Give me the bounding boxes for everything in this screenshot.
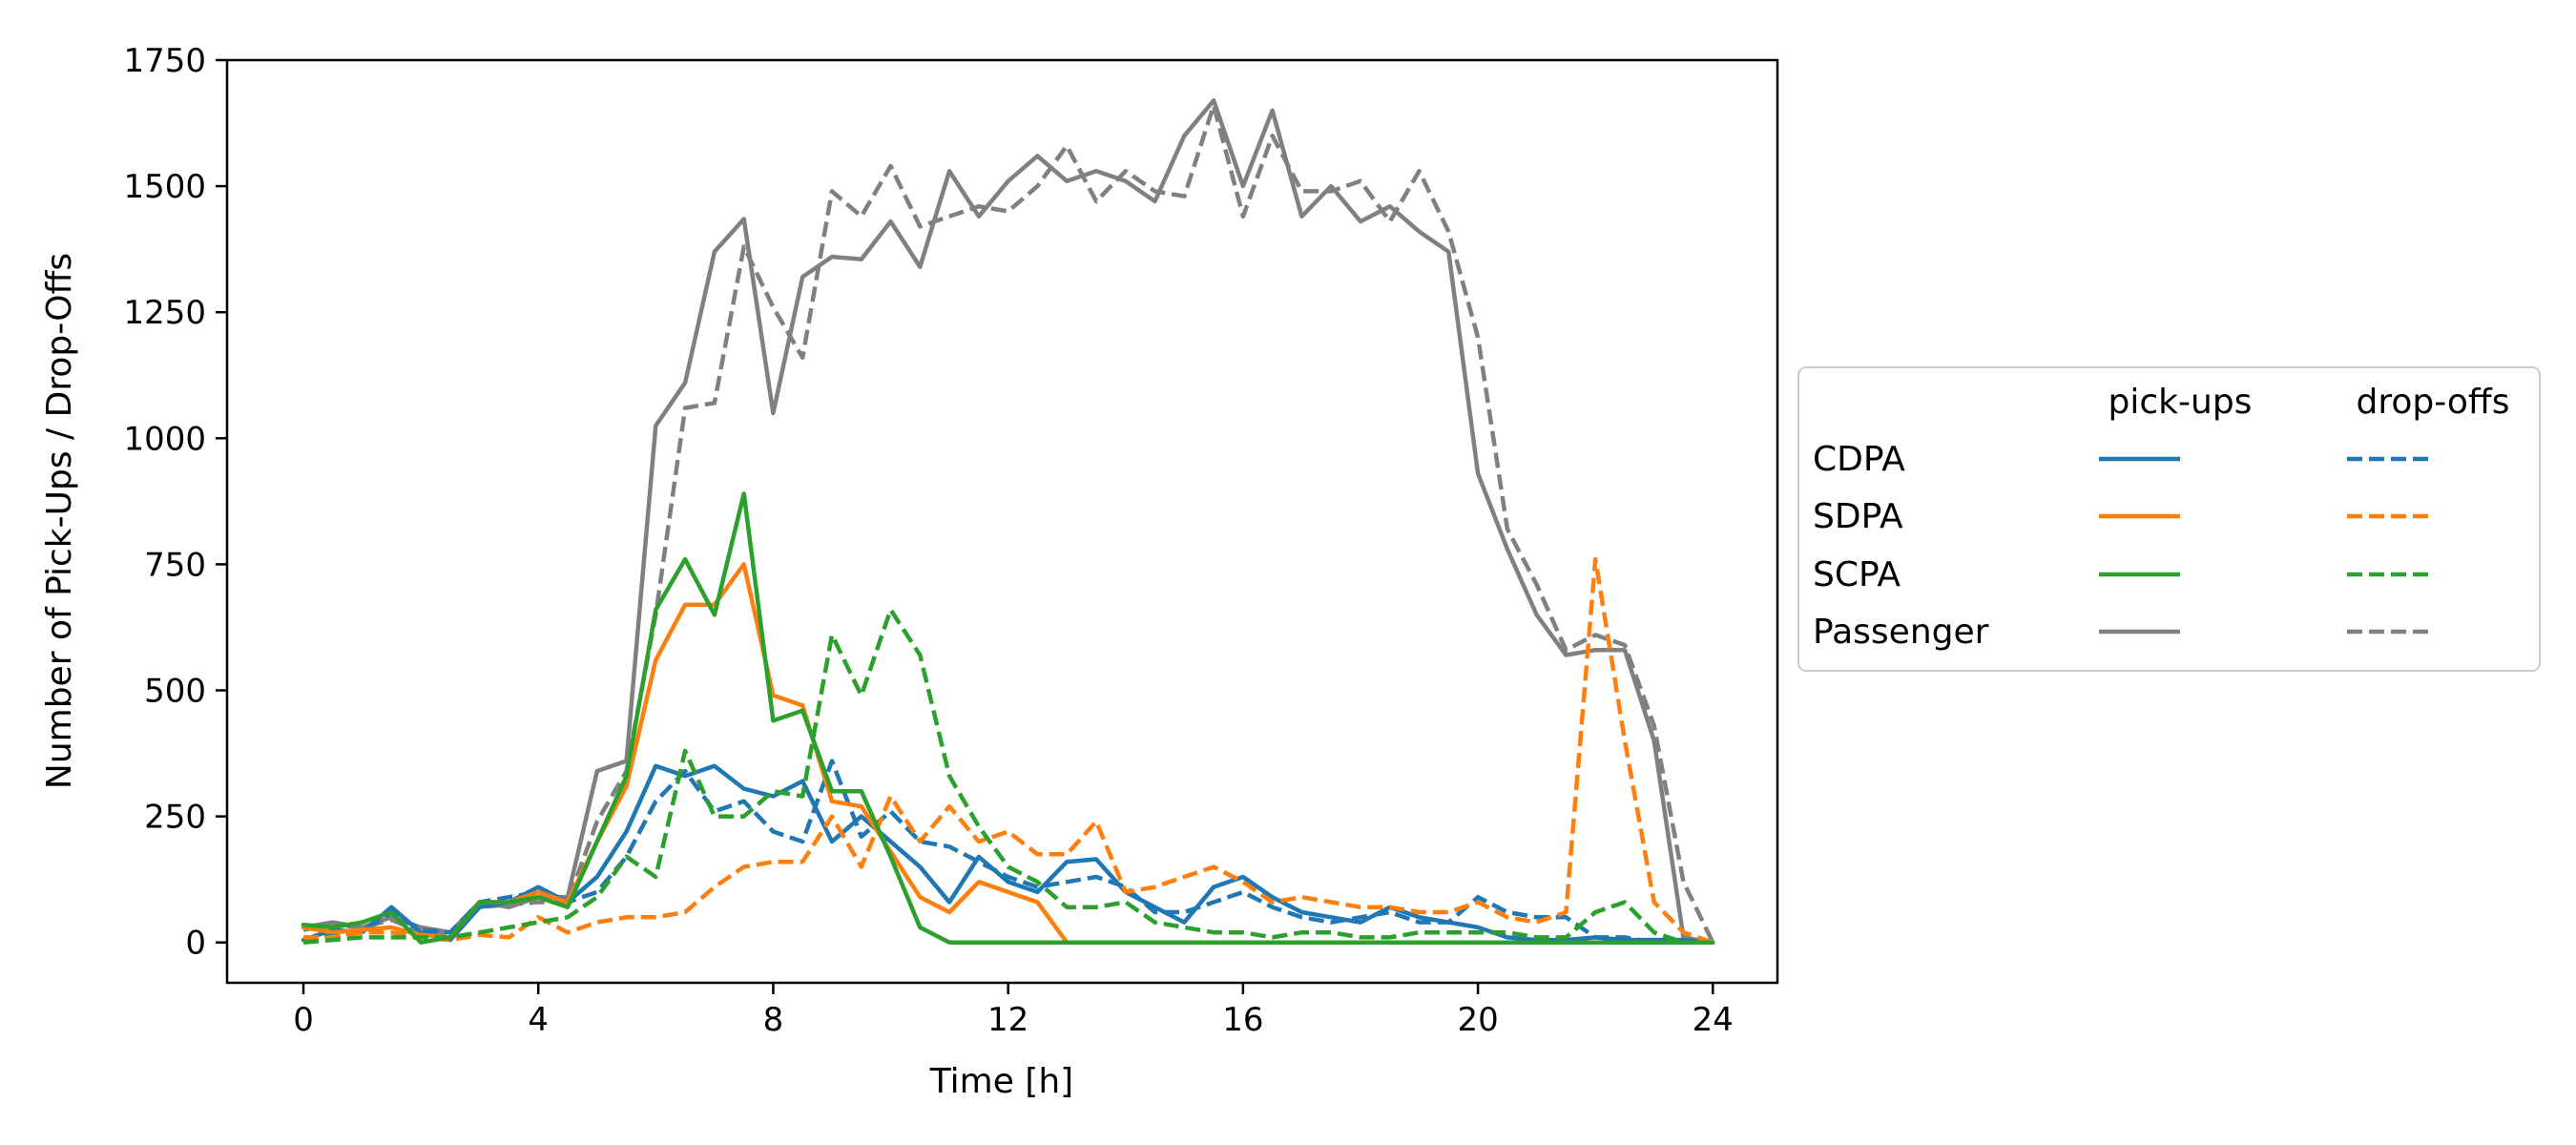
y-tick-label: 1500 (123, 168, 206, 206)
series-layer (301, 98, 1715, 945)
x-tick-label: 20 (1457, 1001, 1498, 1039)
y-tick-label: 1250 (123, 294, 206, 332)
y-axis: 0 250 500 750 1000 1250 1500 1750 (123, 42, 227, 963)
y-tick-label: 1000 (123, 420, 206, 458)
plot-area (225, 58, 1779, 985)
x-tick-label: 8 (763, 1001, 784, 1039)
plot-frame (225, 58, 1779, 985)
x-axis: 0 4 8 12 16 20 24 (293, 983, 1734, 1039)
series-sdpa-drop-offs (303, 556, 1714, 945)
series-passenger-pick-ups (301, 98, 1715, 945)
legend-label-scpa: SCPA (1813, 555, 1901, 594)
legend-header-pickups: pick-ups (2109, 383, 2253, 422)
y-tick-label: 750 (144, 546, 206, 584)
y-axis-title: Number of Pick-Ups / Drop-Offs (40, 253, 79, 789)
series-passenger-drop-offs (302, 103, 1715, 944)
legend: pick-ups drop-offs CDPA SDPA SCPA Passenger (1797, 366, 2541, 672)
x-tick-label: 16 (1222, 1001, 1263, 1039)
x-axis-title: Time [h] (929, 1062, 1073, 1101)
legend-box (1797, 366, 2541, 672)
x-tick-label: 12 (987, 1001, 1028, 1039)
series-scpa-pick-ups (301, 491, 1715, 945)
y-tick-label: 1750 (123, 42, 206, 80)
y-tick-label: 250 (144, 799, 206, 837)
x-tick-label: 0 (293, 1001, 314, 1039)
legend-label-passenger: Passenger (1813, 613, 1989, 652)
x-tick-label: 4 (528, 1001, 549, 1039)
legend-rows: CDPA SDPA SCPA Passenger (1813, 440, 2428, 652)
series-scpa-drop-offs (302, 607, 1714, 945)
x-tick-label: 24 (1693, 1001, 1734, 1039)
legend-header-dropoffs: drop-offs (2357, 383, 2510, 422)
series-cdpa-pick-ups (301, 763, 1715, 945)
series-cdpa-drop-offs (302, 759, 1714, 945)
y-tick-label: 0 (185, 925, 206, 963)
legend-label-sdpa: SDPA (1813, 497, 1903, 536)
legend-label-cdpa: CDPA (1813, 440, 1905, 479)
y-tick-label: 500 (144, 673, 206, 711)
series-sdpa-pick-ups (301, 562, 1715, 945)
